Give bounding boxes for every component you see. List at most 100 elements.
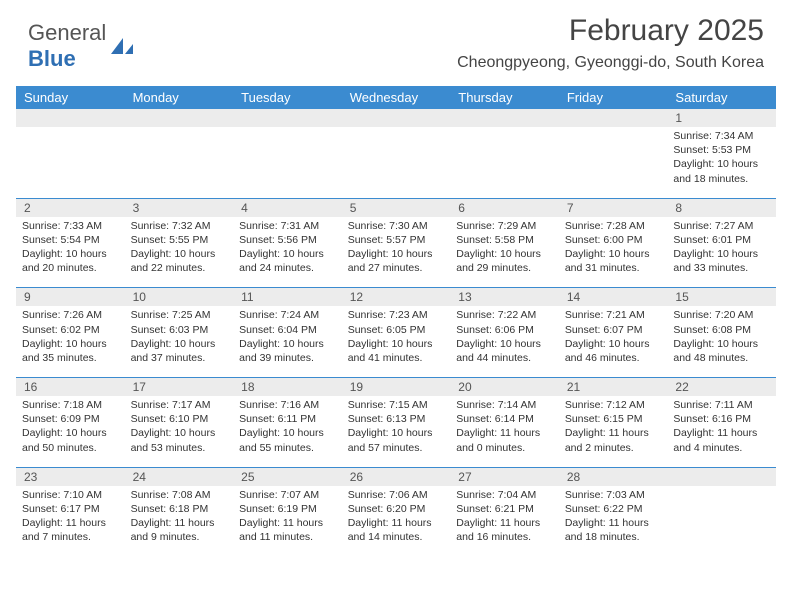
day-cell bbox=[125, 127, 234, 192]
week-body: Sunrise: 7:26 AMSunset: 6:02 PMDaylight:… bbox=[16, 306, 776, 371]
day-cell: Sunrise: 7:18 AMSunset: 6:09 PMDaylight:… bbox=[16, 396, 125, 461]
day-number bbox=[125, 109, 234, 127]
day-cell bbox=[342, 127, 451, 192]
day-number: 28 bbox=[559, 468, 668, 486]
day-details: Sunrise: 7:34 AMSunset: 5:53 PMDaylight:… bbox=[673, 129, 770, 186]
day-number bbox=[16, 109, 125, 127]
day-number: 20 bbox=[450, 378, 559, 396]
day-cell: Sunrise: 7:22 AMSunset: 6:06 PMDaylight:… bbox=[450, 306, 559, 371]
day-details: Sunrise: 7:16 AMSunset: 6:11 PMDaylight:… bbox=[239, 398, 336, 455]
day-details: Sunrise: 7:03 AMSunset: 6:22 PMDaylight:… bbox=[565, 488, 662, 545]
day-details: Sunrise: 7:26 AMSunset: 6:02 PMDaylight:… bbox=[22, 308, 119, 365]
day-number: 10 bbox=[125, 288, 234, 306]
day-details: Sunrise: 7:30 AMSunset: 5:57 PMDaylight:… bbox=[348, 219, 445, 276]
day-number: 22 bbox=[667, 378, 776, 396]
day-cell: Sunrise: 7:11 AMSunset: 6:16 PMDaylight:… bbox=[667, 396, 776, 461]
day-number: 14 bbox=[559, 288, 668, 306]
day-details: Sunrise: 7:20 AMSunset: 6:08 PMDaylight:… bbox=[673, 308, 770, 365]
day-number: 6 bbox=[450, 199, 559, 217]
day-details: Sunrise: 7:10 AMSunset: 6:17 PMDaylight:… bbox=[22, 488, 119, 545]
day-number bbox=[342, 109, 451, 127]
day-details: Sunrise: 7:06 AMSunset: 6:20 PMDaylight:… bbox=[348, 488, 445, 545]
day-cell: Sunrise: 7:14 AMSunset: 6:14 PMDaylight:… bbox=[450, 396, 559, 461]
location-text: Cheongpyeong, Gyeonggi-do, South Korea bbox=[457, 54, 764, 72]
dayhead-wed: Wednesday bbox=[342, 86, 451, 109]
day-number: 13 bbox=[450, 288, 559, 306]
day-details: Sunrise: 7:11 AMSunset: 6:16 PMDaylight:… bbox=[673, 398, 770, 455]
page-title: February 2025 bbox=[457, 14, 764, 48]
title-block: February 2025 Cheongpyeong, Gyeonggi-do,… bbox=[457, 14, 764, 72]
day-cell: Sunrise: 7:25 AMSunset: 6:03 PMDaylight:… bbox=[125, 306, 234, 371]
day-number: 26 bbox=[342, 468, 451, 486]
day-cell bbox=[667, 486, 776, 551]
day-number bbox=[559, 109, 668, 127]
day-details: Sunrise: 7:23 AMSunset: 6:05 PMDaylight:… bbox=[348, 308, 445, 365]
day-cell: Sunrise: 7:27 AMSunset: 6:01 PMDaylight:… bbox=[667, 217, 776, 282]
day-number: 2 bbox=[16, 199, 125, 217]
day-cell: Sunrise: 7:16 AMSunset: 6:11 PMDaylight:… bbox=[233, 396, 342, 461]
header: General Blue February 2025 Cheongpyeong,… bbox=[0, 0, 792, 78]
day-number: 15 bbox=[667, 288, 776, 306]
dayhead-sun: Sunday bbox=[16, 86, 125, 109]
day-cell bbox=[233, 127, 342, 192]
day-details: Sunrise: 7:07 AMSunset: 6:19 PMDaylight:… bbox=[239, 488, 336, 545]
daynum-row: 16171819202122 bbox=[16, 378, 776, 396]
day-cell: Sunrise: 7:20 AMSunset: 6:08 PMDaylight:… bbox=[667, 306, 776, 371]
day-details: Sunrise: 7:14 AMSunset: 6:14 PMDaylight:… bbox=[456, 398, 553, 455]
day-details: Sunrise: 7:12 AMSunset: 6:15 PMDaylight:… bbox=[565, 398, 662, 455]
day-number bbox=[450, 109, 559, 127]
day-number: 7 bbox=[559, 199, 668, 217]
day-cell: Sunrise: 7:28 AMSunset: 6:00 PMDaylight:… bbox=[559, 217, 668, 282]
day-cell: Sunrise: 7:31 AMSunset: 5:56 PMDaylight:… bbox=[233, 217, 342, 282]
calendar: Sunday Monday Tuesday Wednesday Thursday… bbox=[16, 86, 776, 550]
day-cell: Sunrise: 7:24 AMSunset: 6:04 PMDaylight:… bbox=[233, 306, 342, 371]
day-number: 4 bbox=[233, 199, 342, 217]
day-cell: Sunrise: 7:08 AMSunset: 6:18 PMDaylight:… bbox=[125, 486, 234, 551]
day-cell: Sunrise: 7:33 AMSunset: 5:54 PMDaylight:… bbox=[16, 217, 125, 282]
day-number: 11 bbox=[233, 288, 342, 306]
day-number: 23 bbox=[16, 468, 125, 486]
day-details: Sunrise: 7:08 AMSunset: 6:18 PMDaylight:… bbox=[131, 488, 228, 545]
day-details: Sunrise: 7:31 AMSunset: 5:56 PMDaylight:… bbox=[239, 219, 336, 276]
day-details: Sunrise: 7:32 AMSunset: 5:55 PMDaylight:… bbox=[131, 219, 228, 276]
day-number: 8 bbox=[667, 199, 776, 217]
day-cell: Sunrise: 7:15 AMSunset: 6:13 PMDaylight:… bbox=[342, 396, 451, 461]
daynum-row: 1 bbox=[16, 109, 776, 127]
day-number bbox=[667, 468, 776, 486]
day-number: 16 bbox=[16, 378, 125, 396]
dayhead-tue: Tuesday bbox=[233, 86, 342, 109]
day-cell: Sunrise: 7:10 AMSunset: 6:17 PMDaylight:… bbox=[16, 486, 125, 551]
day-cell: Sunrise: 7:07 AMSunset: 6:19 PMDaylight:… bbox=[233, 486, 342, 551]
day-cell bbox=[559, 127, 668, 192]
week-body: Sunrise: 7:34 AMSunset: 5:53 PMDaylight:… bbox=[16, 127, 776, 192]
daynum-row: 232425262728 bbox=[16, 468, 776, 486]
daynum-row: 2345678 bbox=[16, 199, 776, 217]
day-details: Sunrise: 7:28 AMSunset: 6:00 PMDaylight:… bbox=[565, 219, 662, 276]
daynum-row: 9101112131415 bbox=[16, 288, 776, 306]
day-number bbox=[233, 109, 342, 127]
day-cell: Sunrise: 7:04 AMSunset: 6:21 PMDaylight:… bbox=[450, 486, 559, 551]
logo: General Blue bbox=[28, 20, 135, 72]
day-cell: Sunrise: 7:26 AMSunset: 6:02 PMDaylight:… bbox=[16, 306, 125, 371]
day-number: 21 bbox=[559, 378, 668, 396]
week-body: Sunrise: 7:18 AMSunset: 6:09 PMDaylight:… bbox=[16, 396, 776, 461]
day-number: 1 bbox=[667, 109, 776, 127]
dayhead-mon: Monday bbox=[125, 86, 234, 109]
day-cell: Sunrise: 7:17 AMSunset: 6:10 PMDaylight:… bbox=[125, 396, 234, 461]
day-details: Sunrise: 7:25 AMSunset: 6:03 PMDaylight:… bbox=[131, 308, 228, 365]
day-number: 12 bbox=[342, 288, 451, 306]
day-details: Sunrise: 7:15 AMSunset: 6:13 PMDaylight:… bbox=[348, 398, 445, 455]
day-cell: Sunrise: 7:29 AMSunset: 5:58 PMDaylight:… bbox=[450, 217, 559, 282]
day-cell: Sunrise: 7:21 AMSunset: 6:07 PMDaylight:… bbox=[559, 306, 668, 371]
day-cell: Sunrise: 7:23 AMSunset: 6:05 PMDaylight:… bbox=[342, 306, 451, 371]
day-cell: Sunrise: 7:12 AMSunset: 6:15 PMDaylight:… bbox=[559, 396, 668, 461]
day-details: Sunrise: 7:18 AMSunset: 6:09 PMDaylight:… bbox=[22, 398, 119, 455]
day-number: 24 bbox=[125, 468, 234, 486]
day-details: Sunrise: 7:33 AMSunset: 5:54 PMDaylight:… bbox=[22, 219, 119, 276]
day-cell bbox=[450, 127, 559, 192]
logo-text-b: Blue bbox=[28, 46, 76, 71]
day-number: 27 bbox=[450, 468, 559, 486]
dayhead-thu: Thursday bbox=[450, 86, 559, 109]
dayhead-fri: Friday bbox=[559, 86, 668, 109]
logo-text-a: General bbox=[28, 20, 106, 45]
